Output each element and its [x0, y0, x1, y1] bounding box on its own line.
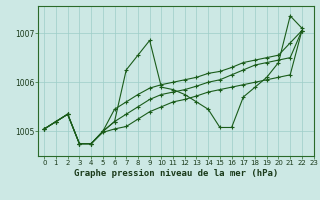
- X-axis label: Graphe pression niveau de la mer (hPa): Graphe pression niveau de la mer (hPa): [74, 169, 278, 178]
